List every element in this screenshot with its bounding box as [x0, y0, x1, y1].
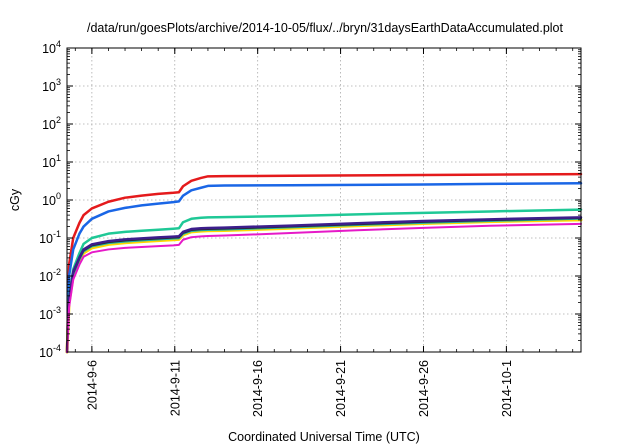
series-line-3	[65, 208, 583, 354]
y-tick-label: 100	[42, 191, 61, 208]
x-axis-label: Coordinated Universal Time (UTC)	[228, 430, 420, 444]
x-tick-label: 2014-10-1	[500, 360, 514, 417]
series-line-8	[66, 222, 582, 353]
y-tick-label: 10-4	[39, 343, 61, 360]
y-axis-label: cGy	[8, 188, 22, 211]
y-tick-label: 102	[42, 115, 61, 132]
chart-title: /data/run/goesPlots/archive/2014-10-05/f…	[87, 21, 563, 35]
x-tick-label: 2014-9-26	[417, 360, 431, 417]
series-line-7	[65, 216, 583, 354]
y-tick-label: 10-3	[39, 305, 61, 322]
y-tick-label: 101	[42, 153, 61, 170]
y-tick-label: 103	[42, 77, 61, 94]
x-tick-label: 2014-9-11	[168, 360, 182, 416]
x-tick-label: 2014-9-6	[85, 360, 99, 410]
x-tick-label: 2014-9-16	[251, 360, 265, 417]
grid	[67, 48, 581, 352]
y-tick-label: 10-2	[39, 267, 61, 284]
series-line-2	[65, 182, 583, 354]
series-line-1	[65, 172, 583, 354]
axis-ticks: 10-4 10-3 10-2 10-1 100 101 102 103 104 2014-9-6 2…	[39, 39, 581, 417]
y-tick-label: 10-1	[39, 229, 61, 246]
series-layer	[65, 172, 583, 354]
y-tick-label: 104	[42, 39, 61, 56]
x-tick-label: 2014-9-21	[334, 360, 348, 417]
